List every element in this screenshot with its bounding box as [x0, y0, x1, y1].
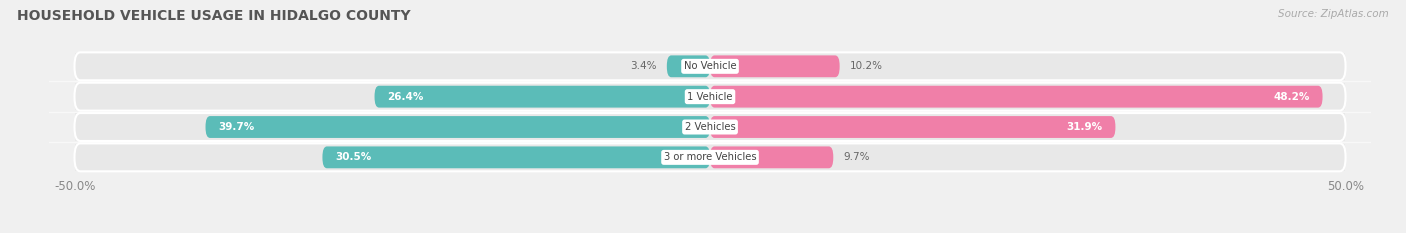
Text: 39.7%: 39.7% — [218, 122, 254, 132]
Text: 31.9%: 31.9% — [1067, 122, 1102, 132]
Text: 30.5%: 30.5% — [335, 152, 371, 162]
FancyBboxPatch shape — [322, 146, 710, 168]
Bar — [75, 53, 1346, 80]
Text: 9.7%: 9.7% — [844, 152, 870, 162]
FancyBboxPatch shape — [710, 55, 839, 77]
Bar — [75, 113, 1346, 141]
Text: 26.4%: 26.4% — [387, 92, 423, 102]
Text: 3.4%: 3.4% — [630, 61, 657, 71]
Bar — [75, 83, 1346, 110]
FancyBboxPatch shape — [205, 116, 710, 138]
FancyBboxPatch shape — [666, 55, 710, 77]
FancyBboxPatch shape — [75, 52, 1346, 80]
FancyBboxPatch shape — [374, 86, 710, 108]
Text: 48.2%: 48.2% — [1274, 92, 1310, 102]
Text: Source: ZipAtlas.com: Source: ZipAtlas.com — [1278, 9, 1389, 19]
FancyBboxPatch shape — [710, 146, 834, 168]
Text: No Vehicle: No Vehicle — [683, 61, 737, 71]
Text: HOUSEHOLD VEHICLE USAGE IN HIDALGO COUNTY: HOUSEHOLD VEHICLE USAGE IN HIDALGO COUNT… — [17, 9, 411, 23]
Text: 1 Vehicle: 1 Vehicle — [688, 92, 733, 102]
Text: 3 or more Vehicles: 3 or more Vehicles — [664, 152, 756, 162]
FancyBboxPatch shape — [710, 86, 1323, 108]
FancyBboxPatch shape — [75, 113, 1346, 141]
Text: 10.2%: 10.2% — [849, 61, 883, 71]
FancyBboxPatch shape — [75, 83, 1346, 111]
FancyBboxPatch shape — [75, 143, 1346, 171]
Text: 2 Vehicles: 2 Vehicles — [685, 122, 735, 132]
Legend: Owner-occupied, Renter-occupied: Owner-occupied, Renter-occupied — [585, 230, 835, 233]
Bar — [75, 144, 1346, 171]
FancyBboxPatch shape — [710, 116, 1115, 138]
